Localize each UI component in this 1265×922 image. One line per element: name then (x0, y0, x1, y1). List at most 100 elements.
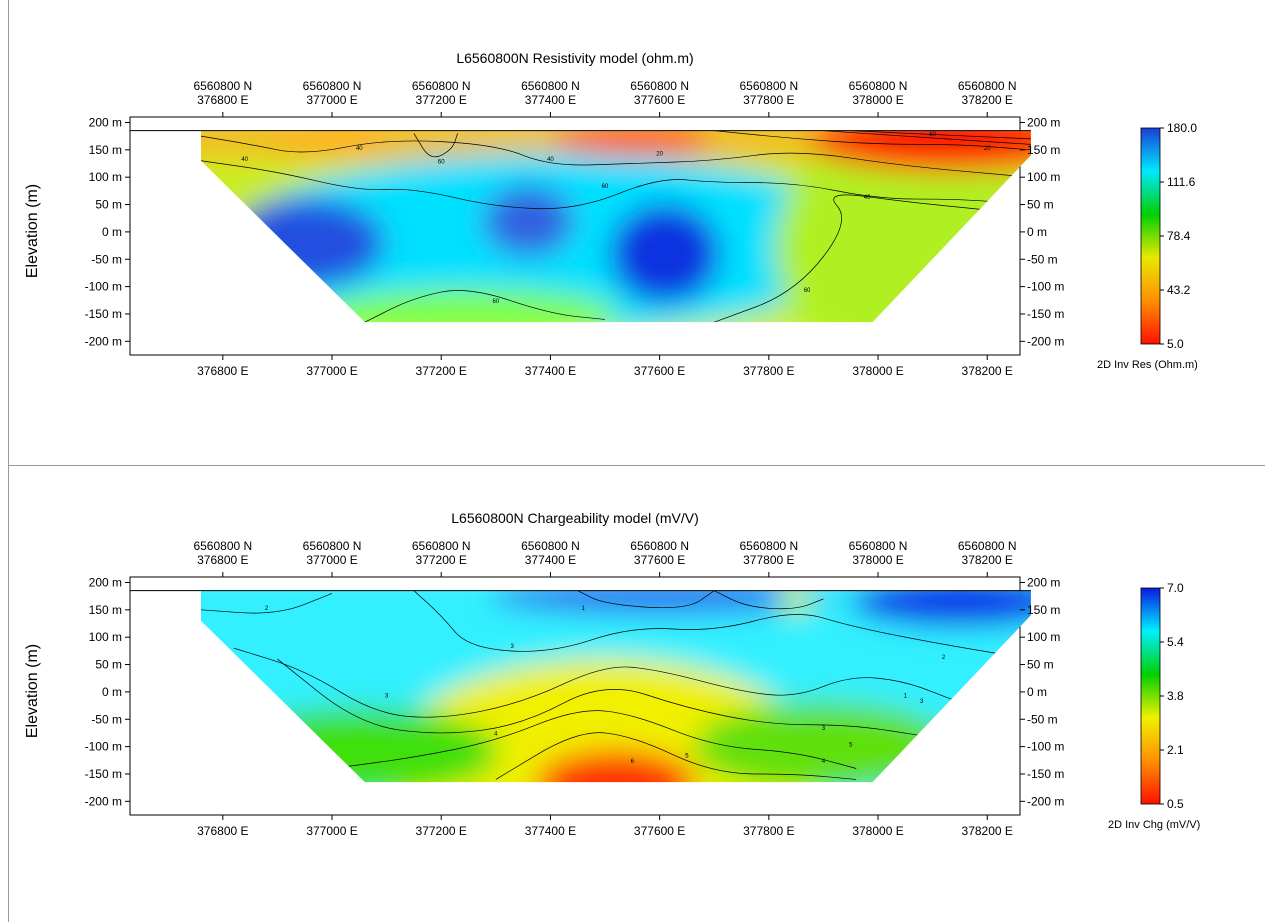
y-tick-label-right: -100 m (1027, 280, 1064, 294)
y-tick-label: -100 m (85, 740, 122, 754)
x-tick-label: 378200 E (962, 824, 1013, 838)
colorbar-tick-label: 2.1 (1167, 743, 1184, 757)
contour-lines (200, 130, 1031, 323)
contour-lines (200, 590, 1031, 780)
panel-title: L6560800N Chargeability model (mV/V) (451, 510, 699, 526)
contour-label: 60 (492, 299, 499, 305)
x-tick-label-east: 378200 E (962, 93, 1013, 107)
x-tick-label: 378000 E (852, 364, 903, 378)
x-tick-label-north: 6560800 N (521, 539, 580, 553)
y-tick-label: -50 m (91, 252, 122, 266)
x-tick-label-north: 6560800 N (193, 79, 252, 93)
y-tick-label: -150 m (85, 767, 122, 781)
contour-line (200, 160, 1031, 210)
x-tick-label-east: 377800 E (743, 553, 794, 567)
contour-label: 2 (265, 606, 269, 612)
x-tick-label: 377000 E (306, 364, 357, 378)
contour-label: 3 (511, 644, 515, 650)
contour-label: 1 (582, 606, 586, 612)
x-tick-label-north: 6560800 N (849, 539, 908, 553)
x-tick-label-east: 378200 E (962, 553, 1013, 567)
colorbar (1140, 127, 1161, 345)
field-red-east (809, 130, 1031, 172)
x-tick-label-east: 376800 E (197, 93, 248, 107)
contour-label: 1 (904, 693, 908, 699)
x-tick-label: 377400 E (525, 364, 576, 378)
contour-label: 4 (822, 759, 826, 765)
contour-line (277, 658, 922, 737)
y-tick-label-right: -150 m (1027, 307, 1064, 321)
x-tick-label-east: 377000 E (306, 553, 357, 567)
field-red-top (552, 130, 713, 157)
contour-line (233, 647, 1015, 720)
y-tick-label: 50 m (95, 658, 122, 672)
contour-label: 2 (942, 655, 946, 661)
y-tick-label: -50 m (91, 712, 122, 726)
y-tick-label: 0 m (102, 225, 122, 239)
contour-label: 40 (356, 146, 363, 152)
contour-label: 3 (822, 726, 826, 732)
contour-line (331, 710, 857, 769)
x-tick-label: 377400 E (525, 824, 576, 838)
y-tick-label-right: 50 m (1027, 658, 1054, 672)
x-tick-label: 377800 E (743, 364, 794, 378)
x-tick-label-north: 6560800 N (303, 539, 362, 553)
y-tick-label-right: 50 m (1027, 198, 1054, 212)
colorbar-tick-label: 3.8 (1167, 689, 1184, 703)
field-green-bottom (318, 288, 619, 323)
y-tick-label-right: -100 m (1027, 740, 1064, 754)
x-tick-label-east: 377600 E (634, 93, 685, 107)
color-field (200, 590, 1031, 783)
x-tick-label-north: 6560800 N (849, 79, 908, 93)
x-tick-label: 378000 E (852, 824, 903, 838)
x-tick-label-north: 6560800 N (958, 79, 1017, 93)
y-tick-label-right: 200 m (1027, 575, 1060, 589)
x-tick-label-east: 377800 E (743, 93, 794, 107)
chargeability-panel: L6560800N Chargeability model (mV/V) Ele… (0, 460, 1265, 922)
x-tick-label-east: 377600 E (634, 553, 685, 567)
x-tick-label: 377800 E (743, 824, 794, 838)
colorbar-tick-label: 111.6 (1167, 175, 1196, 189)
x-tick-label-north: 6560800 N (630, 79, 689, 93)
y-tick-label: 50 m (95, 198, 122, 212)
x-tick-label-north: 6560800 N (193, 539, 252, 553)
x-tick-label: 376800 E (197, 824, 248, 838)
y-tick-label-right: 100 m (1027, 630, 1060, 644)
contour-label: 40 (547, 157, 554, 163)
y-tick-label: 100 m (89, 630, 122, 644)
panel-title: L6560800N Resistivity model (ohm.m) (456, 50, 694, 66)
contour-label: 4 (494, 732, 498, 738)
y-tick-label-right: -200 m (1027, 794, 1064, 808)
contour-label: 60 (929, 132, 936, 138)
field-blue-mid (483, 185, 574, 256)
contour-line (413, 133, 458, 158)
x-tick-label: 377200 E (416, 364, 467, 378)
colorbar-tick-label: 5.0 (1167, 337, 1184, 351)
x-tick-label-east: 377000 E (306, 93, 357, 107)
x-tick-label: 376800 E (197, 364, 248, 378)
x-tick-label: 377200 E (416, 824, 467, 838)
x-tick-label-north: 6560800 N (412, 79, 471, 93)
contour-label: 3 (385, 693, 389, 699)
y-tick-label-right: -50 m (1027, 712, 1058, 726)
colorbar-tick-label: 7.0 (1167, 581, 1184, 595)
y-tick-label-right: 0 m (1027, 225, 1047, 239)
colorbar-tick-label: 78.4 (1167, 229, 1191, 243)
contour-label: 60 (804, 288, 811, 294)
colorbar-tick-label: 5.4 (1167, 635, 1184, 649)
x-tick-label-east: 376800 E (197, 553, 248, 567)
y-tick-label: 150 m (89, 143, 122, 157)
contour-label: 40 (864, 195, 871, 201)
x-tick-label: 377600 E (634, 364, 685, 378)
colorbar-label: 2D Inv Res (Ohm.m) (1097, 359, 1198, 371)
y-tick-label-right: -50 m (1027, 252, 1058, 266)
x-tick-label-north: 6560800 N (630, 539, 689, 553)
y-tick-label-right: -200 m (1027, 334, 1064, 348)
y-tick-label-right: 200 m (1027, 115, 1060, 129)
x-tick-label: 377000 E (306, 824, 357, 838)
x-tick-label-north: 6560800 N (739, 539, 798, 553)
y-tick-label: 0 m (102, 685, 122, 699)
field-orange-west (272, 130, 393, 161)
y-tick-label: -150 m (85, 307, 122, 321)
x-tick-label: 378200 E (962, 364, 1013, 378)
